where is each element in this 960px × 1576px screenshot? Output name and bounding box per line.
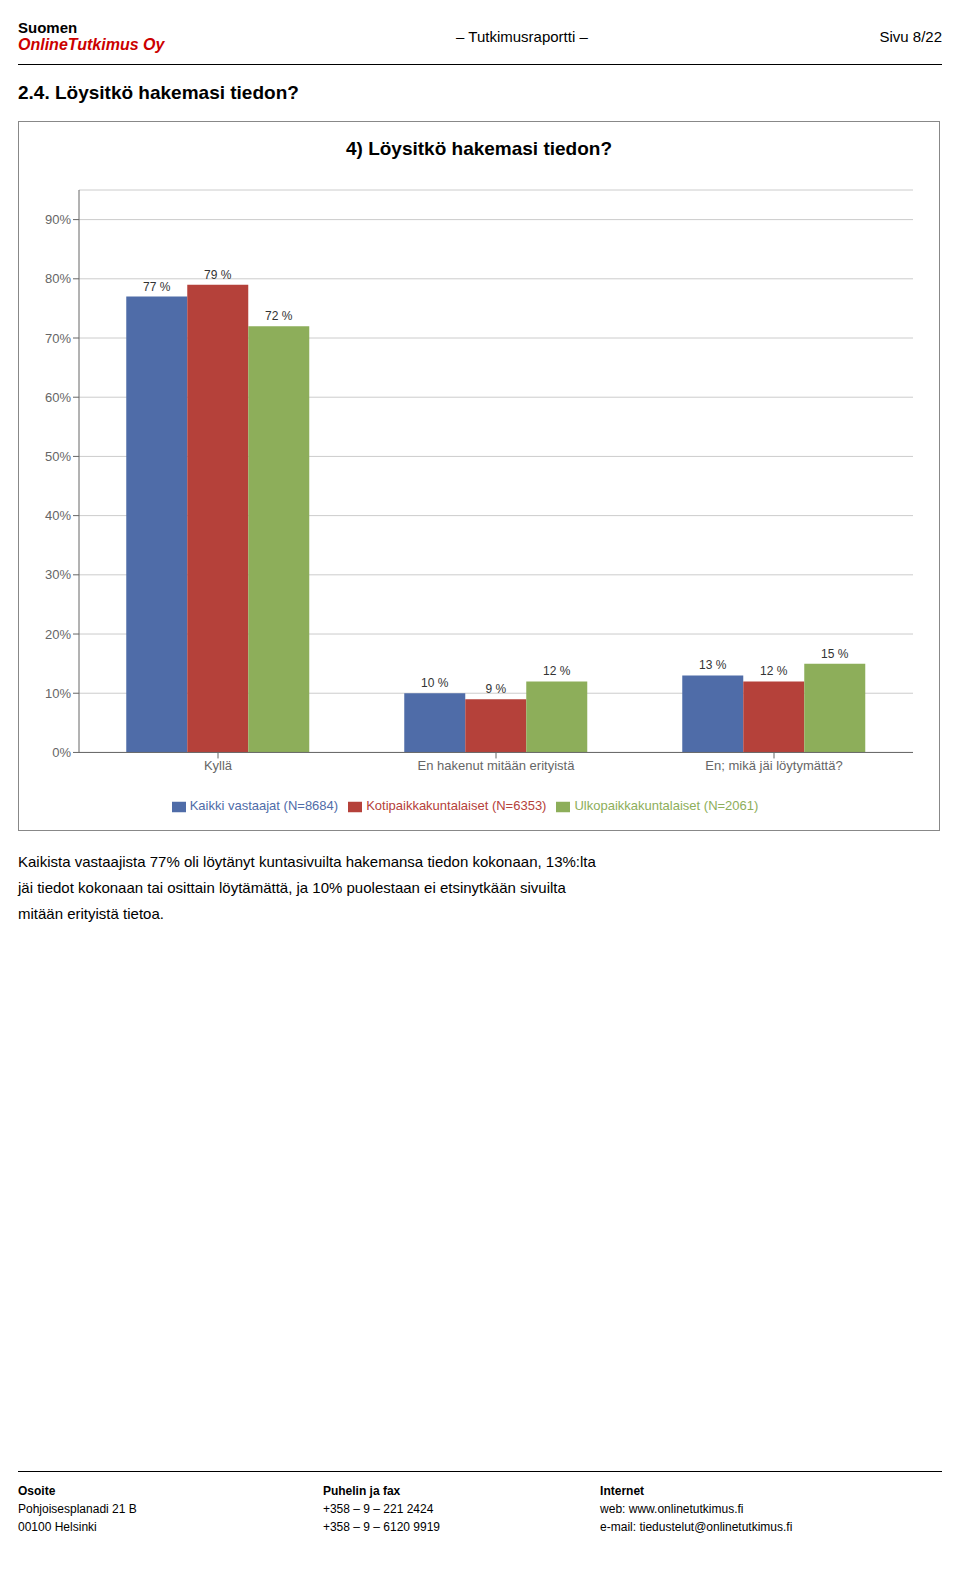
svg-text:30%: 30% bbox=[45, 567, 71, 582]
html-text:e-mail: tiedustelut@onlinetutk: e-mail: tiedustelut@onlinetutkimus.fi bbox=[600, 1520, 793, 1534]
html-text:Kotipaikkakunta­laiset (N=6353: Kotipaikkakunta­laiset (N=6353) bbox=[366, 798, 547, 814]
svg-text:0%: 0% bbox=[52, 745, 71, 760]
svg-text:12 %: 12 % bbox=[760, 664, 788, 678]
html-text:Suomen: Suomen bbox=[18, 18, 78, 36]
svg-text:Kyllä: Kyllä bbox=[204, 758, 233, 773]
html-text:web: www.onlinetutkimus.fi: web: www.onlinetutkimus.fi bbox=[600, 1502, 744, 1516]
svg-text:90%: 90% bbox=[45, 212, 71, 227]
html-text:+358 – 9 – 6120 9919: +358 – 9 – 6120 9919 bbox=[322, 1520, 440, 1534]
html-text:Internet: Internet bbox=[600, 1484, 645, 1498]
html-text:+358 – 9 – 221 2424: +358 – 9 – 221 2424 bbox=[322, 1502, 434, 1516]
html-text:mitään erityistä tietoa.: mitään erityistä tietoa. bbox=[18, 905, 164, 922]
svg-text:40%: 40% bbox=[45, 508, 71, 523]
html-text:2.4. Löysitkö hakemasi tiedon?: 2.4. Löysitkö hakemasi tiedon? bbox=[18, 82, 299, 103]
html-text:Kaikista vastaajista 77% oli l: Kaikista vastaajista 77% oli löytänyt ku… bbox=[18, 853, 596, 870]
html-text:Sivu 8/22: Sivu 8/22 bbox=[879, 27, 942, 45]
svg-text:En hakenut mitään erityistä: En hakenut mitään erityistä bbox=[418, 758, 576, 773]
svg-text:77 %: 77 % bbox=[143, 280, 171, 294]
html-text:– Tutkimusraportti –: – Tutkimusraportti – bbox=[456, 27, 588, 45]
svg-text:50%: 50% bbox=[45, 449, 71, 464]
html-text:OnlineTutkimus Oy: OnlineTutkimus Oy bbox=[18, 35, 165, 53]
svg-text:15 %: 15 % bbox=[821, 647, 849, 661]
html-text:00100 Helsinki: 00100 Helsinki bbox=[18, 1520, 97, 1534]
html-text:Osoite: Osoite bbox=[18, 1484, 56, 1498]
svg-text:60%: 60% bbox=[45, 390, 71, 405]
svg-text:72 %: 72 % bbox=[265, 309, 293, 323]
svg-text:20%: 20% bbox=[45, 627, 71, 642]
html-text:Ulkopaikkakuntalaiset (N=2061): Ulkopaikkakuntalaiset (N=2061) bbox=[574, 798, 759, 814]
svg-text:79 %: 79 % bbox=[204, 268, 232, 282]
html-text:Kaikki vastaajat (N=8684): Kaikki vastaajat (N=8684) bbox=[189, 798, 339, 814]
html-text:Pohjoisesplanadi 21 B: Pohjoisesplanadi 21 B bbox=[18, 1502, 137, 1516]
html-text:4) Löysitkö hakemasi tiedon?: 4) Löysitkö hakemasi tiedon? bbox=[346, 138, 612, 159]
svg-text:9 %: 9 % bbox=[485, 682, 506, 696]
svg-text:10 %: 10 % bbox=[421, 676, 449, 690]
html-text:Puhelin ja fax: Puhelin ja fax bbox=[322, 1484, 401, 1498]
svg-text:En; mikä jäi löytymättä?: En; mikä jäi löytymättä? bbox=[705, 758, 842, 773]
svg-text:80%: 80% bbox=[45, 271, 71, 286]
svg-text:70%: 70% bbox=[45, 331, 71, 346]
svg-text:13 %: 13 % bbox=[699, 658, 727, 672]
svg-text:12 %: 12 % bbox=[543, 664, 571, 678]
html-text:jäi tiedot kokonaan tai ositta: jäi tiedot kokonaan tai osittain löytämä… bbox=[18, 879, 566, 896]
svg-text:10%: 10% bbox=[45, 686, 71, 701]
